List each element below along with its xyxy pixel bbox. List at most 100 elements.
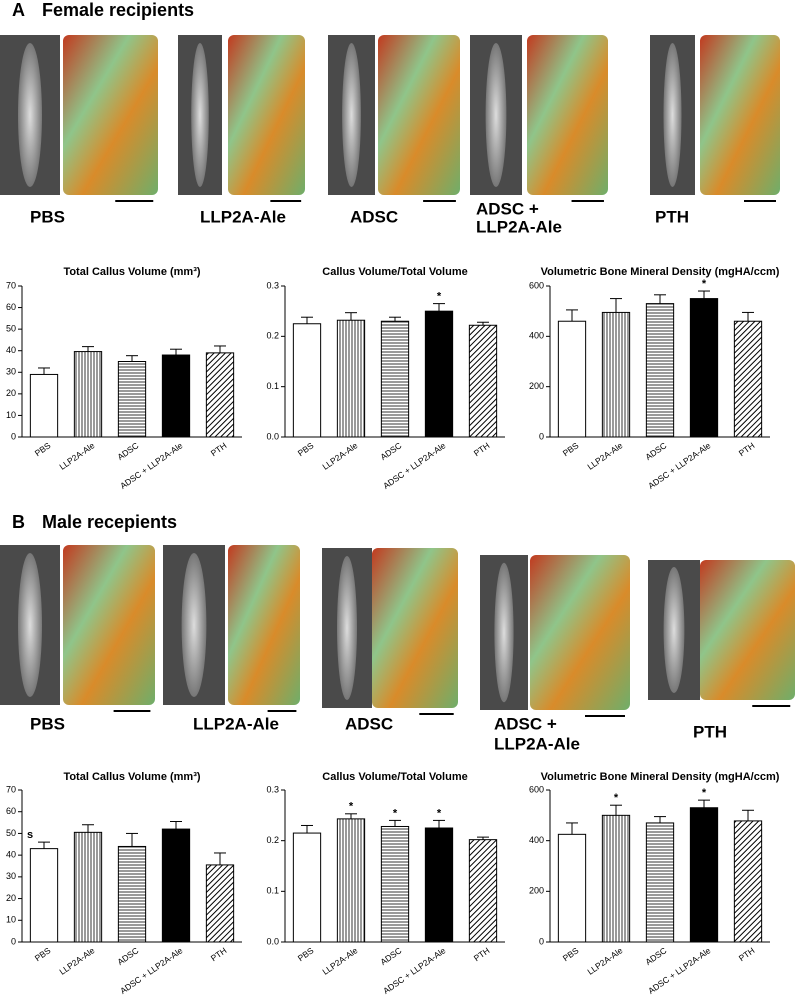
y-tick-label: 0.1 bbox=[266, 886, 279, 896]
bar bbox=[161, 828, 191, 943]
image-label: LLP2A-Ale bbox=[476, 217, 562, 236]
significance-mark: * bbox=[437, 807, 442, 819]
y-tick-label: 20 bbox=[6, 388, 16, 398]
y-tick-label: 60 bbox=[6, 806, 16, 816]
y-tick-label: 50 bbox=[6, 324, 16, 334]
bar bbox=[468, 839, 498, 943]
image-label: PBS bbox=[30, 714, 65, 733]
y-tick-label: 0 bbox=[11, 936, 16, 946]
bar bbox=[601, 311, 631, 438]
x-tick-label: LLP2A-Ale bbox=[585, 945, 624, 977]
y-tick-label: 60 bbox=[6, 302, 16, 312]
y-tick-label: 40 bbox=[6, 345, 16, 355]
panel-title: Male recepients bbox=[42, 512, 177, 532]
y-tick-label: 400 bbox=[529, 835, 544, 845]
bar bbox=[292, 323, 322, 438]
bar bbox=[336, 818, 366, 943]
image-label: PTH bbox=[693, 722, 727, 741]
microct-image bbox=[530, 555, 630, 710]
y-tick-label: 200 bbox=[529, 886, 544, 896]
xray-bone bbox=[494, 562, 514, 703]
x-tick-label: PBS bbox=[561, 440, 581, 458]
bar bbox=[29, 848, 59, 943]
xray-bone bbox=[337, 556, 357, 700]
x-tick-label: PBS bbox=[33, 440, 53, 458]
bar bbox=[645, 822, 675, 943]
y-tick-label: 10 bbox=[6, 915, 16, 925]
bar bbox=[645, 303, 675, 438]
x-tick-label: LLP2A-Ale bbox=[585, 440, 624, 472]
x-tick-label: PTH bbox=[209, 440, 229, 458]
microct-image bbox=[527, 35, 608, 195]
image-label: ADSC bbox=[350, 207, 398, 226]
panel-title: Female recipients bbox=[42, 0, 194, 20]
xray-bone bbox=[663, 567, 685, 693]
chart-title: Volumetric Bone Mineral Density (mgHA/cc… bbox=[541, 771, 780, 783]
y-tick-label: 0 bbox=[539, 936, 544, 946]
bar bbox=[336, 319, 366, 438]
bar bbox=[73, 831, 103, 943]
significance-mark: * bbox=[349, 801, 354, 813]
xray-bone bbox=[663, 43, 682, 187]
y-tick-label: 0 bbox=[539, 431, 544, 441]
bar bbox=[557, 320, 587, 438]
x-tick-label: PBS bbox=[561, 945, 581, 963]
x-tick-label: ADSC bbox=[643, 440, 668, 462]
bar bbox=[205, 352, 235, 438]
x-tick-label: ADSC bbox=[115, 945, 140, 967]
xray-bone bbox=[342, 43, 361, 187]
xray-bone bbox=[18, 43, 42, 187]
image-label: ADSC + bbox=[494, 714, 557, 733]
bar bbox=[733, 820, 763, 943]
microct-image bbox=[228, 545, 300, 705]
image-label: PTH bbox=[655, 207, 689, 226]
x-tick-label: PTH bbox=[737, 945, 757, 963]
y-tick-label: 0 bbox=[11, 431, 16, 441]
image-label: LLP2A-Ale bbox=[494, 734, 580, 753]
bar bbox=[557, 833, 587, 943]
bar bbox=[205, 864, 235, 943]
x-tick-label: ADSC bbox=[378, 440, 403, 462]
xray-bone bbox=[181, 553, 207, 697]
x-tick-label: PTH bbox=[472, 945, 492, 963]
x-tick-label: PBS bbox=[296, 945, 316, 963]
bar bbox=[161, 354, 191, 438]
y-tick-label: 600 bbox=[529, 784, 544, 794]
y-tick-label: 50 bbox=[6, 828, 16, 838]
x-tick-label: LLP2A-Ale bbox=[320, 440, 359, 472]
y-tick-label: 200 bbox=[529, 381, 544, 391]
significance-mark: * bbox=[437, 291, 442, 303]
y-tick-label: 20 bbox=[6, 893, 16, 903]
chart-title: Volumetric Bone Mineral Density (mgHA/cc… bbox=[541, 266, 780, 278]
y-tick-label: 30 bbox=[6, 367, 16, 377]
microct-image bbox=[372, 548, 458, 708]
y-tick-label: 600 bbox=[529, 280, 544, 290]
bar bbox=[29, 373, 59, 438]
significance-mark: * bbox=[702, 278, 707, 290]
x-tick-label: PTH bbox=[209, 945, 229, 963]
image-label: ADSC + bbox=[476, 199, 539, 218]
x-tick-label: ADSC bbox=[643, 945, 668, 967]
x-tick-label: LLP2A-Ale bbox=[57, 440, 96, 472]
x-tick-label: LLP2A-Ale bbox=[57, 945, 96, 977]
y-tick-label: 70 bbox=[6, 280, 16, 290]
y-tick-label: 0.0 bbox=[266, 936, 279, 946]
xray-bone bbox=[485, 43, 507, 187]
y-tick-label: 0.2 bbox=[266, 331, 279, 341]
significance-mark: * bbox=[702, 787, 707, 799]
microct-image bbox=[63, 545, 155, 705]
panel-letter: B bbox=[12, 512, 25, 532]
y-tick-label: 0.0 bbox=[266, 431, 279, 441]
significance-mark: * bbox=[614, 792, 619, 804]
y-tick-label: 0.3 bbox=[266, 784, 279, 794]
significance-mark: s bbox=[27, 829, 33, 841]
image-label: ADSC bbox=[345, 714, 393, 733]
y-tick-label: 40 bbox=[6, 850, 16, 860]
y-tick-label: 0.1 bbox=[266, 381, 279, 391]
image-label: LLP2A-Ale bbox=[200, 207, 286, 226]
x-tick-label: PTH bbox=[472, 440, 492, 458]
x-tick-label: ADSC bbox=[378, 945, 403, 967]
image-label: LLP2A-Ale bbox=[193, 714, 279, 733]
bar bbox=[117, 845, 147, 943]
xray-bone bbox=[191, 43, 209, 187]
